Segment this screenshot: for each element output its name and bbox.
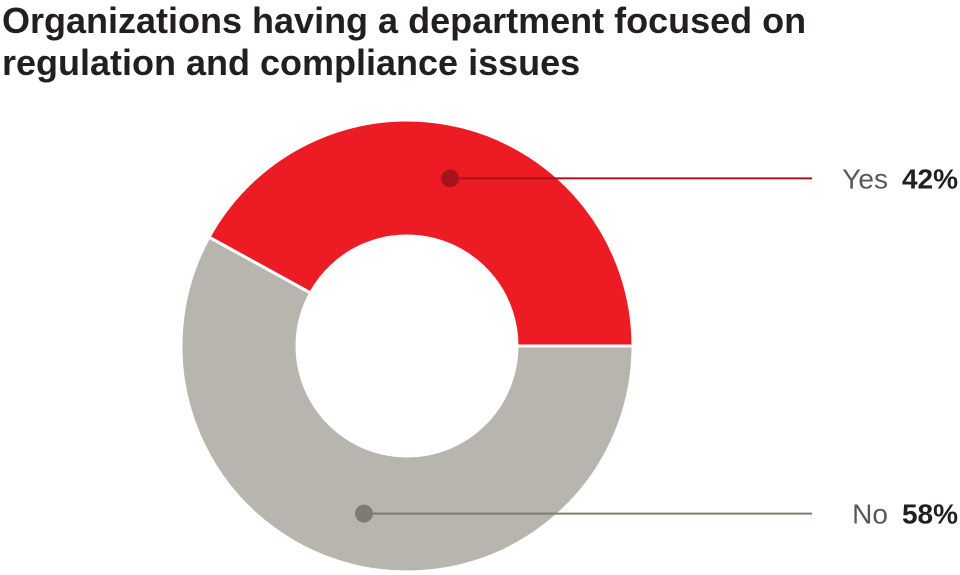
slice-label-no: No: [852, 499, 888, 530]
chart-title-line-2: regulation and compliance issues: [2, 42, 581, 83]
chart-title-line-1: Organizations having a department focuse…: [2, 0, 807, 41]
donut-slice-no: [179, 235, 635, 574]
chart-title: Organizations having a department focuse…: [2, 0, 952, 84]
slice-value-yes: 42%: [902, 163, 958, 194]
slice-value-no: 58%: [902, 499, 958, 530]
slice-label-yes: Yes: [842, 163, 888, 194]
data-label-yes: Yes 42%: [842, 163, 958, 194]
marker-dot-yes: [441, 169, 460, 188]
donut-slice-yes: [206, 118, 635, 348]
data-label-no: No 58%: [852, 499, 958, 530]
marker-dot-no: [354, 504, 373, 523]
